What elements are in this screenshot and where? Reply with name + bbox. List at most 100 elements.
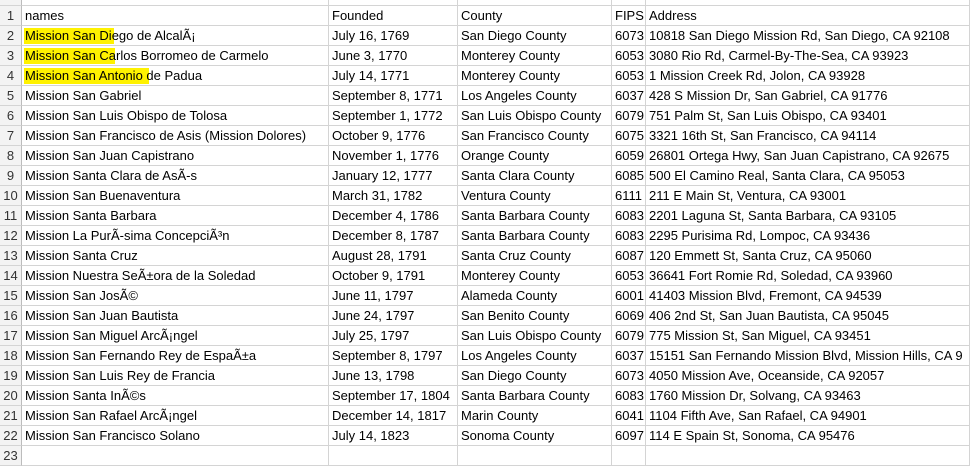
cell[interactable]: 6111 [612, 186, 646, 206]
cell[interactable]: 751 Palm St, San Luis Obispo, CA 93401 [646, 106, 970, 126]
row-header[interactable]: 19 [0, 366, 22, 386]
cell[interactable]: Sonoma County [458, 426, 612, 446]
cell[interactable]: 114 E Spain St, Sonoma, CA 95476 [646, 426, 970, 446]
cell[interactable]: 6079 [612, 326, 646, 346]
cell[interactable]: June 24, 1797 [329, 306, 458, 326]
cell[interactable]: September 8, 1771 [329, 86, 458, 106]
header-cell[interactable]: Address [646, 6, 970, 26]
cell[interactable]: Los Angeles County [458, 346, 612, 366]
cell[interactable]: 6069 [612, 306, 646, 326]
cell[interactable]: 6083 [612, 226, 646, 246]
cell[interactable]: 6079 [612, 106, 646, 126]
cell[interactable]: Santa Barbara County [458, 226, 612, 246]
cell[interactable]: Monterey County [458, 46, 612, 66]
cell[interactable]: July 14, 1771 [329, 66, 458, 86]
cell[interactable]: 428 S Mission Dr, San Gabriel, CA 91776 [646, 86, 970, 106]
cell[interactable]: San Diego County [458, 26, 612, 46]
cell[interactable]: 500 El Camino Real, Santa Clara, CA 9505… [646, 166, 970, 186]
cell[interactable]: 1104 Fifth Ave, San Rafael, CA 94901 [646, 406, 970, 426]
cell[interactable]: San Francisco County [458, 126, 612, 146]
cell[interactable]: 6087 [612, 246, 646, 266]
cell[interactable]: September 1, 1772 [329, 106, 458, 126]
cell[interactable]: December 4, 1786 [329, 206, 458, 226]
row-header[interactable]: 17 [0, 326, 22, 346]
cell[interactable]: Santa Barbara County [458, 206, 612, 226]
cell[interactable]: 6097 [612, 426, 646, 446]
row-header[interactable]: 8 [0, 146, 22, 166]
row-header[interactable]: 11 [0, 206, 22, 226]
cell[interactable]: Monterey County [458, 66, 612, 86]
cell[interactable]: October 9, 1791 [329, 266, 458, 286]
cell[interactable]: Mission Santa Barbara [22, 206, 329, 226]
cell[interactable]: Mission San Buenaventura [22, 186, 329, 206]
row-header[interactable]: 10 [0, 186, 22, 206]
cell[interactable]: 6053 [612, 46, 646, 66]
row-header[interactable]: 1 [0, 6, 22, 26]
cell[interactable]: 1 Mission Creek Rd, Jolon, CA 93928 [646, 66, 970, 86]
header-cell[interactable]: County [458, 6, 612, 26]
row-header[interactable]: 13 [0, 246, 22, 266]
cell[interactable]: Mission Santa InÃ©s [22, 386, 329, 406]
cell[interactable]: June 3, 1770 [329, 46, 458, 66]
cell[interactable]: September 8, 1797 [329, 346, 458, 366]
cell[interactable]: July 25, 1797 [329, 326, 458, 346]
cell[interactable] [329, 446, 458, 466]
cell[interactable]: 3080 Rio Rd, Carmel-By-The-Sea, CA 93923 [646, 46, 970, 66]
cell[interactable]: Mission San Antonio de Padua [22, 66, 329, 86]
cell[interactable]: December 8, 1787 [329, 226, 458, 246]
cell[interactable]: Santa Clara County [458, 166, 612, 186]
cell[interactable]: November 1, 1776 [329, 146, 458, 166]
cell[interactable]: 6085 [612, 166, 646, 186]
cell[interactable]: Mission Nuestra SeÃ±ora de la Soledad [22, 266, 329, 286]
cell[interactable]: June 11, 1797 [329, 286, 458, 306]
row-header[interactable]: 5 [0, 86, 22, 106]
cell[interactable]: 6083 [612, 386, 646, 406]
cell[interactable]: Mission San Francisco de Asis (Mission D… [22, 126, 329, 146]
cell[interactable]: 2295 Purisima Rd, Lompoc, CA 93436 [646, 226, 970, 246]
cell[interactable]: Santa Barbara County [458, 386, 612, 406]
cell[interactable]: Mission Santa Cruz [22, 246, 329, 266]
cell[interactable]: October 9, 1776 [329, 126, 458, 146]
cell[interactable]: 6073 [612, 26, 646, 46]
cell[interactable]: Mission San Gabriel [22, 86, 329, 106]
cell[interactable]: Los Angeles County [458, 86, 612, 106]
header-cell[interactable]: FIPS [612, 6, 646, 26]
cell[interactable]: Mission San Luis Rey de Francia [22, 366, 329, 386]
cell[interactable]: 6083 [612, 206, 646, 226]
cell[interactable]: 41403 Mission Blvd, Fremont, CA 94539 [646, 286, 970, 306]
row-header[interactable]: 9 [0, 166, 22, 186]
row-header[interactable]: 15 [0, 286, 22, 306]
cell[interactable]: Mission San Rafael ArcÃ¡ngel [22, 406, 329, 426]
cell[interactable]: San Diego County [458, 366, 612, 386]
cell[interactable]: June 13, 1798 [329, 366, 458, 386]
row-header[interactable]: 7 [0, 126, 22, 146]
cell[interactable]: Santa Cruz County [458, 246, 612, 266]
cell[interactable]: March 31, 1782 [329, 186, 458, 206]
cell[interactable]: Alameda County [458, 286, 612, 306]
cell[interactable]: Mission Santa Clara de AsÃ-s [22, 166, 329, 186]
cell[interactable]: Ventura County [458, 186, 612, 206]
row-header[interactable]: 4 [0, 66, 22, 86]
cell[interactable]: 6041 [612, 406, 646, 426]
cell[interactable]: Mission San Fernando Rey de EspaÃ±a [22, 346, 329, 366]
row-header[interactable]: 16 [0, 306, 22, 326]
cell[interactable]: September 17, 1804 [329, 386, 458, 406]
cell[interactable] [612, 446, 646, 466]
cell[interactable]: January 12, 1777 [329, 166, 458, 186]
cell[interactable]: San Luis Obispo County [458, 106, 612, 126]
cell[interactable]: 6037 [612, 86, 646, 106]
cell[interactable]: 4050 Mission Ave, Oceanside, CA 92057 [646, 366, 970, 386]
cell[interactable] [646, 446, 970, 466]
cell[interactable]: Mission San Juan Capistrano [22, 146, 329, 166]
row-header[interactable]: 23 [0, 446, 22, 466]
cell[interactable]: 1760 Mission Dr, Solvang, CA 93463 [646, 386, 970, 406]
cell[interactable]: 211 E Main St, Ventura, CA 93001 [646, 186, 970, 206]
cell[interactable]: July 14, 1823 [329, 426, 458, 446]
cell[interactable]: 6075 [612, 126, 646, 146]
row-header[interactable]: 20 [0, 386, 22, 406]
cell[interactable]: Mission La PurÃ-sima ConcepciÃ³n [22, 226, 329, 246]
cell[interactable]: 775 Mission St, San Miguel, CA 93451 [646, 326, 970, 346]
row-header[interactable]: 3 [0, 46, 22, 66]
row-header[interactable]: 6 [0, 106, 22, 126]
cell[interactable]: Mission San Miguel ArcÃ¡ngel [22, 326, 329, 346]
